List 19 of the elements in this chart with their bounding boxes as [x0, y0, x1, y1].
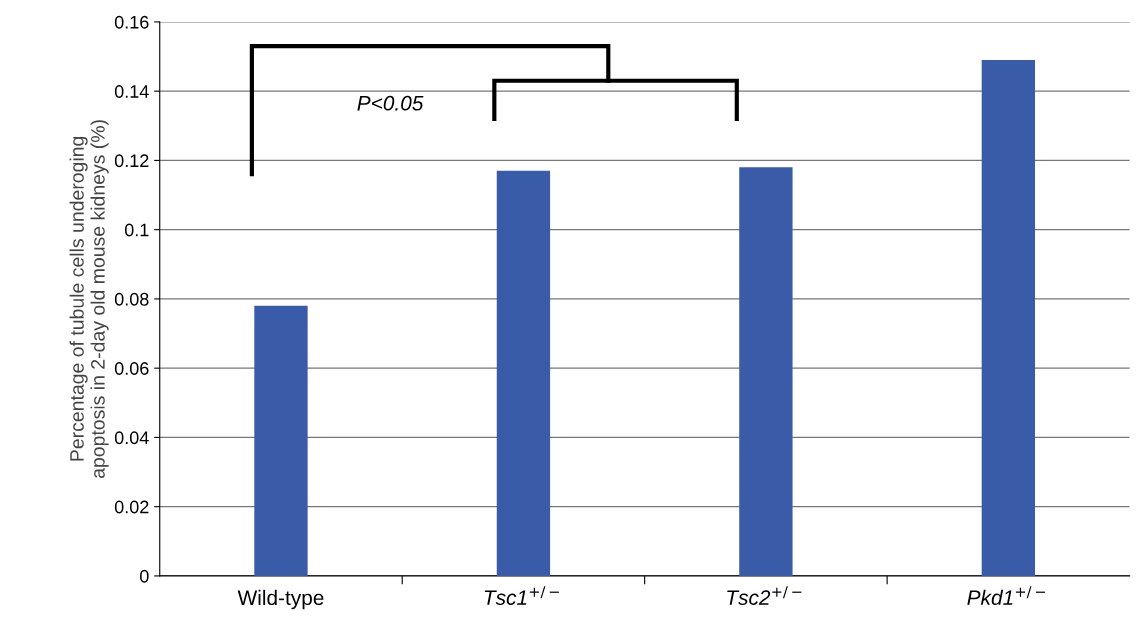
bar — [739, 167, 793, 576]
y-tick-label: 0.14 — [114, 85, 149, 98]
x-tick-label: Tsc1$^{+/−}$ — [484, 586, 559, 605]
y-tick-label: 0.06 — [114, 362, 149, 375]
x-tick-label: Pkd1$^{+/−}$ — [967, 586, 1046, 605]
y-tick-label: 0.16 — [114, 15, 149, 29]
y-tick-label: 0.02 — [114, 500, 149, 514]
bar — [254, 305, 308, 576]
x-tick-label: Tsc2$^{+/−}$ — [727, 586, 802, 605]
y-tick-label: 0 — [139, 569, 149, 583]
y-tick-label: 0.04 — [114, 431, 149, 445]
x-tick-label: Wild-type — [237, 589, 324, 610]
y-tick-label: 0.1 — [124, 223, 149, 237]
bar — [496, 170, 551, 576]
annotation: P<0.05 — [357, 95, 424, 111]
bar — [981, 60, 1036, 576]
y-tick-label: 0.08 — [114, 292, 149, 306]
y-tick-label: 0.12 — [114, 154, 149, 168]
y-axis-title: Percentage of tubule cells underoging apoptosis in 2-day old mouse kidneys (%) — [69, 120, 109, 479]
